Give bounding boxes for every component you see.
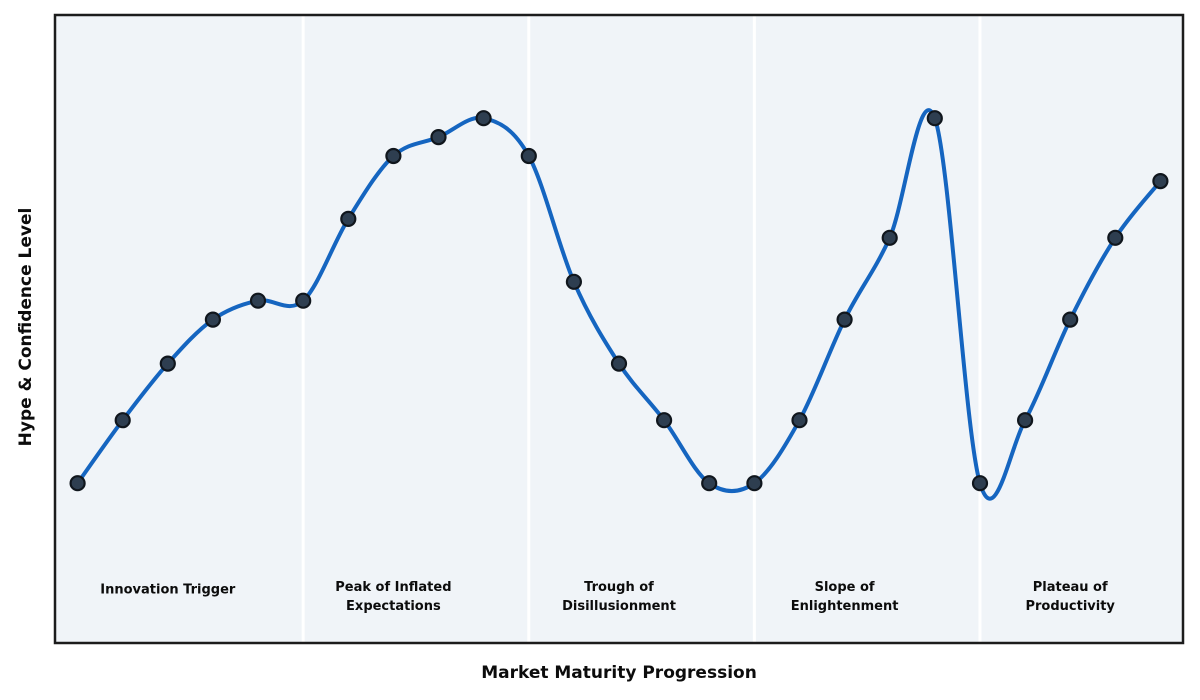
data-point-3 xyxy=(204,311,221,328)
data-point-17 xyxy=(836,311,853,328)
y-axis-title: Hype & Confidence Level xyxy=(16,207,36,447)
data-point-21 xyxy=(1016,412,1034,429)
plot-background xyxy=(55,15,1183,643)
data-point-5 xyxy=(295,292,312,309)
phase-label-1: Innovation Trigger xyxy=(100,582,236,598)
data-point-15 xyxy=(746,475,763,492)
plot-border xyxy=(53,13,1185,645)
data-point-9 xyxy=(475,110,492,127)
data-point-12 xyxy=(610,355,628,372)
data-point-8 xyxy=(430,129,447,146)
phase-label-4: Slope of Enlightenment xyxy=(790,580,899,614)
data-point-11 xyxy=(565,273,583,290)
phase-label-5: Plateau of Productivity xyxy=(1025,580,1115,614)
data-point-23 xyxy=(1107,229,1124,246)
data-point-20 xyxy=(971,475,989,492)
data-point-2 xyxy=(159,355,176,372)
data-point-22 xyxy=(1062,311,1079,328)
data-point-4 xyxy=(249,292,267,309)
data-point-1 xyxy=(114,412,131,429)
hype-curve xyxy=(75,108,1163,501)
data-point-14 xyxy=(701,475,718,492)
data-point-7 xyxy=(385,147,402,165)
x-axis-title: Market Maturity Progression xyxy=(481,663,757,683)
phase-label-3: Trough of Disillusionment xyxy=(562,580,676,614)
data-point-24 xyxy=(1152,173,1169,190)
data-point-0 xyxy=(69,475,86,492)
data-point-19 xyxy=(926,110,943,127)
data-point-13 xyxy=(655,412,673,429)
data-point-16 xyxy=(791,412,808,429)
data-point-6 xyxy=(340,210,357,227)
data-point-18 xyxy=(881,229,898,246)
phase-label-2: Peak of Inflated Expectations xyxy=(335,580,452,614)
data-point-10 xyxy=(520,147,537,165)
